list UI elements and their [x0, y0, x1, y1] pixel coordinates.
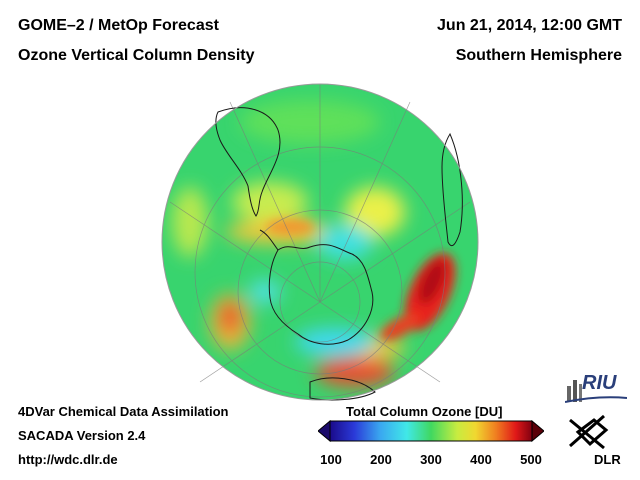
colorbar: [318, 420, 544, 442]
footer-method: 4DVar Chemical Data Assimilation: [18, 404, 229, 419]
title-hemisphere: Southern Hemisphere: [455, 47, 622, 64]
graticule: [169, 84, 471, 398]
title-datetime: Jun 21, 2014, 12:00 GMT: [437, 17, 622, 34]
dlr-logo-icon: [569, 414, 609, 450]
colorbar-tick: 300: [420, 452, 442, 467]
footer-version: SACADA Version 2.4: [18, 428, 146, 443]
colorbar-title: Total Column Ozone [DU]: [346, 404, 503, 419]
colorbar-tick: 200: [370, 452, 392, 467]
title-quantity: Ozone Vertical Column Density: [18, 47, 255, 64]
ozone-globe-map: [161, 83, 479, 401]
footer-url[interactable]: http://wdc.dlr.de: [18, 452, 118, 467]
dlr-logo-text: DLR: [594, 452, 621, 467]
colorbar-gradient: [329, 420, 533, 442]
antarctica-coast: [268, 244, 374, 345]
colorbar-tick: 500: [520, 452, 542, 467]
south-america-coast: [215, 107, 281, 217]
globe-limb: [161, 83, 479, 401]
colorbar-low-arrow: [318, 420, 331, 442]
title-product: GOME–2 / MetOp Forecast: [18, 17, 219, 34]
africa-coast: [441, 132, 463, 247]
riu-logo-icon: [565, 380, 627, 403]
antarctic-peninsula: [259, 229, 279, 251]
colorbar-high-arrow: [531, 420, 544, 442]
riu-logo-text: RIU: [582, 372, 617, 394]
colorbar-tick: 100: [320, 452, 342, 467]
colorbar-tick: 400: [470, 452, 492, 467]
